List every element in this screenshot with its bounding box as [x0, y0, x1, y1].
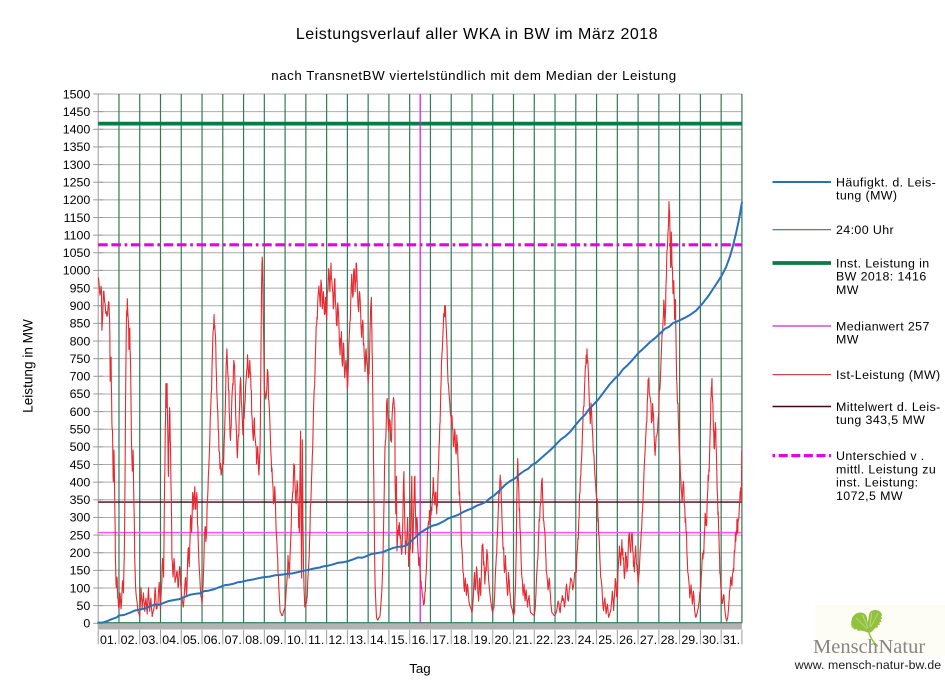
svg-text:550: 550 — [70, 423, 91, 437]
svg-text:09.: 09. — [266, 633, 283, 647]
svg-text:02.: 02. — [121, 633, 138, 647]
svg-text:10.: 10. — [287, 633, 304, 647]
svg-text:Leistung in MW: Leistung in MW — [21, 319, 36, 413]
svg-text:150: 150 — [70, 564, 91, 578]
svg-text:04.: 04. — [162, 633, 179, 647]
svg-text:250: 250 — [70, 528, 91, 542]
svg-text:Unterschied v .mittl. Leistung: Unterschied v . mittl. Leistung zu inst. L… — [836, 449, 936, 503]
svg-text:19.: 19. — [474, 633, 491, 647]
svg-text:nach TransnetBW viertelstündli: nach TransnetBW viertelstündlich mit dem… — [271, 68, 677, 83]
svg-text:Mensch: Mensch — [813, 636, 878, 658]
svg-text:21.: 21. — [515, 633, 532, 647]
svg-text:1350: 1350 — [63, 140, 91, 154]
svg-text:600: 600 — [70, 405, 91, 419]
svg-text:25.: 25. — [598, 633, 615, 647]
svg-text:26.: 26. — [619, 633, 636, 647]
svg-text:Mittelwert d. Leis-tung 343,5: Mittelwert d. Leis-tung 343,5 MW — [836, 400, 941, 427]
svg-text:1250: 1250 — [63, 176, 91, 190]
svg-text:03.: 03. — [141, 633, 158, 647]
svg-text:Tag: Tag — [409, 661, 430, 676]
svg-text:300: 300 — [70, 511, 91, 525]
svg-text:07.: 07. — [225, 633, 242, 647]
svg-text:500: 500 — [70, 440, 91, 454]
svg-text:06.: 06. — [204, 633, 221, 647]
svg-text:17.: 17. — [432, 633, 449, 647]
svg-text:27.: 27. — [640, 633, 657, 647]
svg-text:22.: 22. — [536, 633, 553, 647]
svg-text:450: 450 — [70, 458, 91, 472]
svg-text:1150: 1150 — [64, 211, 91, 225]
svg-text:08.: 08. — [245, 633, 262, 647]
svg-text:30.: 30. — [702, 633, 719, 647]
svg-text:650: 650 — [70, 387, 91, 401]
svg-text:16.: 16. — [411, 633, 428, 647]
svg-text:01.: 01. — [100, 633, 117, 647]
svg-text:200: 200 — [70, 546, 91, 560]
svg-text:Leistungsverlauf aller WKA in: Leistungsverlauf aller WKA in BW im März… — [296, 26, 658, 43]
svg-text:950: 950 — [70, 281, 91, 295]
svg-text:20.: 20. — [494, 633, 511, 647]
svg-text:24:00 Uhr: 24:00 Uhr — [836, 223, 894, 237]
svg-text:31.: 31. — [723, 633, 740, 647]
svg-text:18.: 18. — [453, 633, 470, 647]
svg-text:24.: 24. — [578, 633, 595, 647]
svg-text:0: 0 — [83, 617, 90, 631]
svg-text:1100: 1100 — [64, 228, 91, 242]
svg-text:900: 900 — [70, 299, 91, 313]
svg-text:Ist-Leistung (MW): Ist-Leistung (MW) — [836, 368, 941, 382]
svg-text:1300: 1300 — [63, 158, 91, 172]
svg-text:400: 400 — [70, 476, 91, 490]
svg-text:100: 100 — [70, 581, 91, 595]
svg-text:14.: 14. — [370, 633, 387, 647]
svg-text:700: 700 — [70, 370, 91, 384]
svg-text:28.: 28. — [661, 633, 678, 647]
svg-text:50: 50 — [77, 599, 91, 613]
svg-text:1000: 1000 — [63, 264, 91, 278]
svg-text:850: 850 — [70, 317, 91, 331]
svg-text:12.: 12. — [328, 633, 345, 647]
svg-text:Natur: Natur — [879, 636, 926, 658]
svg-text:15.: 15. — [391, 633, 408, 647]
svg-text:750: 750 — [70, 352, 91, 366]
svg-text:Häufigkt. d. Leis-tung (MW): Häufigkt. d. Leis-tung (MW) — [836, 175, 936, 202]
svg-text:29.: 29. — [681, 633, 698, 647]
svg-text:350: 350 — [70, 493, 91, 507]
svg-text:1500: 1500 — [63, 87, 91, 101]
svg-text:1050: 1050 — [63, 246, 91, 260]
svg-text:1200: 1200 — [63, 193, 91, 207]
svg-text:23.: 23. — [557, 633, 574, 647]
svg-text:13.: 13. — [349, 633, 366, 647]
svg-text:800: 800 — [70, 334, 91, 348]
svg-text:1450: 1450 — [63, 105, 91, 119]
svg-text:www. mensch-natur-bw.de: www. mensch-natur-bw.de — [794, 658, 942, 672]
svg-text:05.: 05. — [183, 633, 200, 647]
svg-text:1400: 1400 — [63, 123, 91, 137]
svg-text:11.: 11. — [308, 633, 324, 647]
